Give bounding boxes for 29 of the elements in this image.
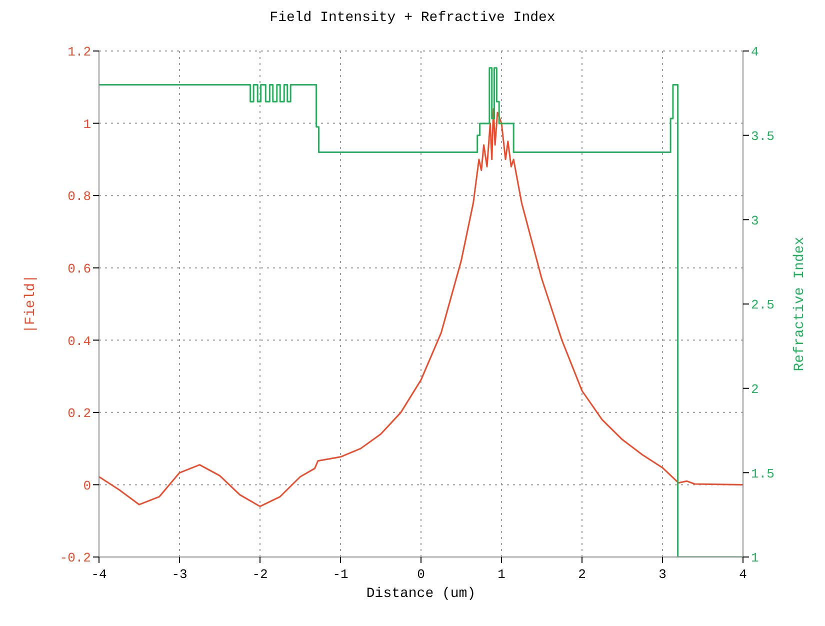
y-axis-title: |Field| — [22, 274, 39, 334]
y2-tick-label: 2.5 — [751, 298, 774, 313]
x-tick-label: 1 — [498, 567, 506, 582]
line-series — [99, 108, 743, 508]
y-tick-label: 0.2 — [68, 406, 91, 422]
y2-tick-label: 3.5 — [751, 128, 774, 144]
y-tick-label: 0.8 — [68, 189, 91, 204]
chart-title: Field Intensity + Refractive Index — [268, 10, 556, 26]
x-tick-label: 2 — [578, 567, 586, 582]
y-tick-label: 0.6 — [68, 261, 91, 276]
y2-tick-label: 1 — [751, 550, 759, 566]
y2-axis-title: Refractive Index — [792, 236, 808, 372]
x-tick-label: -2 — [252, 567, 268, 582]
y-tick-label: 0.4 — [68, 334, 92, 349]
x-tick-label: -3 — [172, 567, 188, 582]
y-tick-label: 1 — [83, 116, 92, 132]
y2-tick-label: 2 — [751, 382, 759, 397]
y2-tick-label: 1.5 — [751, 466, 774, 482]
y-tick-label: -0.2 — [60, 550, 91, 566]
y2-tick-label: 3 — [751, 213, 759, 228]
x-tick-label: 4 — [739, 567, 748, 582]
y2-tick-label: 4 — [751, 44, 759, 60]
y-tick-label: 0 — [83, 478, 91, 494]
x-tick-label: -1 — [332, 567, 348, 582]
y-tick-label: 1.2 — [68, 44, 91, 60]
x-tick-label: 3 — [658, 567, 666, 582]
x-axis-title: Distance (um) — [366, 586, 476, 602]
x-tick-label: -4 — [91, 567, 107, 582]
x-tick-label: 0 — [417, 567, 425, 582]
